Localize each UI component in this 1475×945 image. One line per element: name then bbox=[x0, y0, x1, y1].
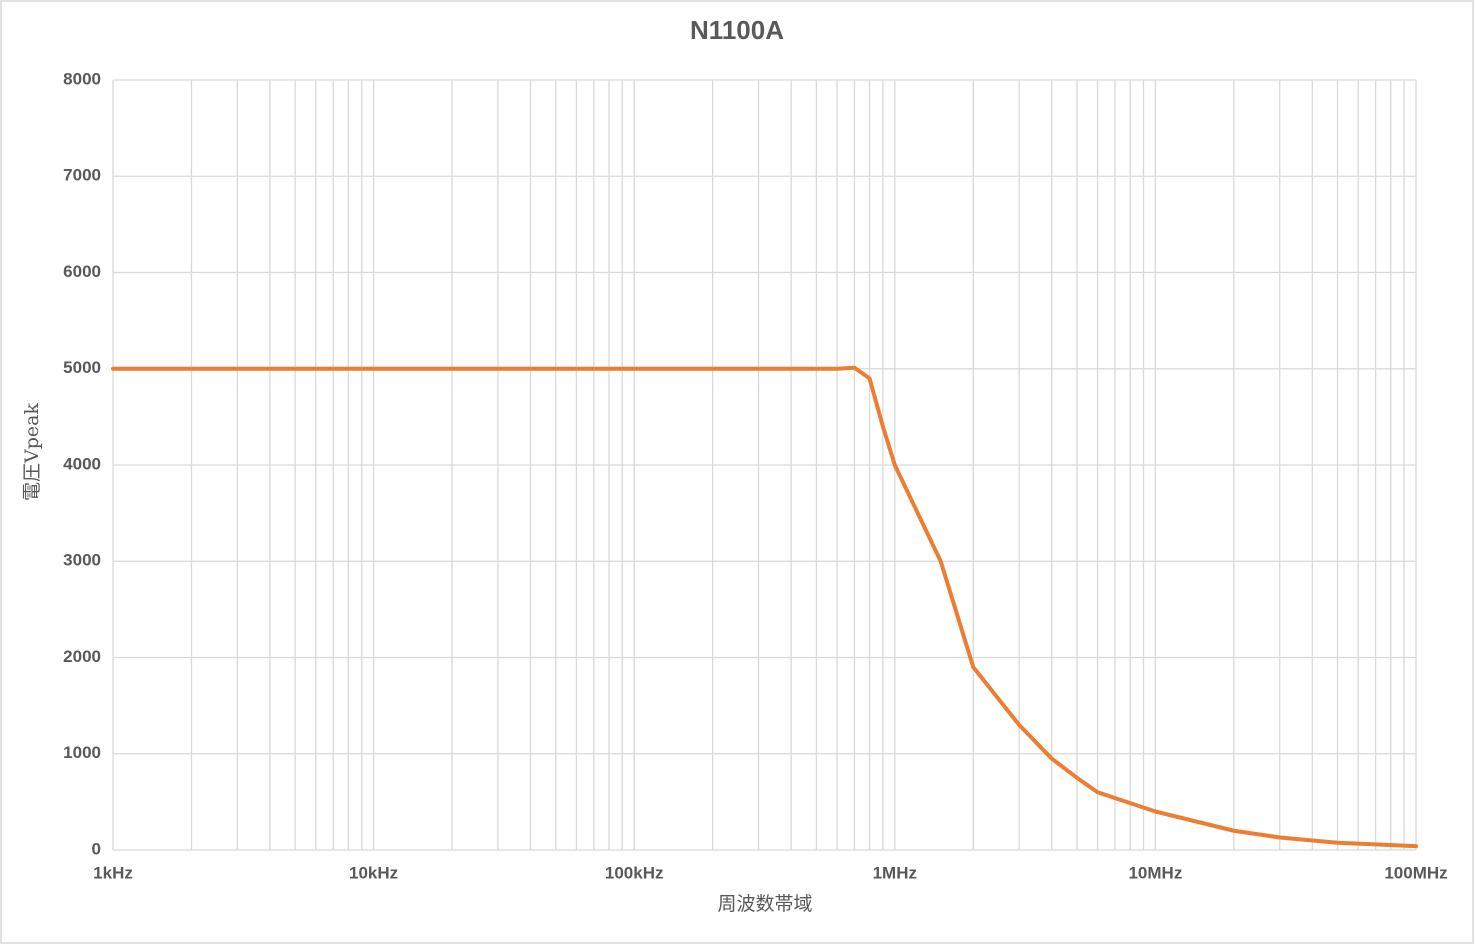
y-tick-label: 4000 bbox=[63, 454, 101, 473]
x-tick-label: 10kHz bbox=[349, 863, 398, 882]
y-tick-label: 7000 bbox=[63, 166, 101, 185]
y-tick-label: 1000 bbox=[63, 743, 101, 762]
y-axis-label: 電圧Vpeak bbox=[21, 403, 43, 501]
y-tick-label: 5000 bbox=[63, 358, 101, 377]
y-tick-label: 6000 bbox=[63, 262, 101, 281]
x-tick-label: 1kHz bbox=[93, 863, 133, 882]
y-tick-label: 8000 bbox=[63, 69, 101, 88]
y-tick-label: 2000 bbox=[63, 647, 101, 666]
y-tick-label: 0 bbox=[92, 839, 101, 858]
x-tick-label: 100MHz bbox=[1384, 863, 1447, 882]
data-line bbox=[111, 365, 1418, 849]
chart-title: N1100A bbox=[690, 15, 784, 45]
y-tick-label: 3000 bbox=[63, 551, 101, 570]
x-tick-label: 1MHz bbox=[873, 863, 917, 882]
x-tick-label: 10MHz bbox=[1128, 863, 1182, 882]
x-axis-label: 周波数帯域 bbox=[717, 893, 812, 915]
x-tick-label: 100kHz bbox=[605, 863, 664, 882]
